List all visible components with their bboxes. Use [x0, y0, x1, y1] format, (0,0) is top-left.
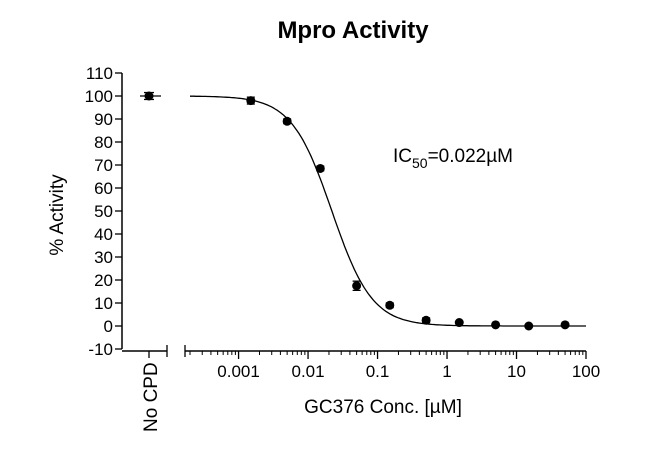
x-tick-label: 1 [442, 362, 451, 381]
y-tick-label: 70 [94, 156, 113, 175]
data-point [315, 163, 325, 173]
data-point [282, 116, 292, 126]
data-point [246, 96, 256, 106]
data-point [421, 315, 431, 325]
y-tick-label: 20 [94, 271, 113, 290]
y-tick-label: 10 [94, 294, 113, 313]
x-tick-label: 0.1 [366, 362, 390, 381]
data-point [560, 320, 570, 330]
x-axis-label: GC376 Conc. [µM] [304, 397, 462, 418]
ic50-prefix: IC [393, 146, 412, 167]
y-tick-label: 100 [85, 87, 113, 106]
y-axis-label: % Activity [47, 174, 68, 256]
data-point [524, 321, 534, 331]
x-tick-label: 0.01 [292, 362, 325, 381]
x-tick-label: 10 [507, 362, 526, 381]
y-tick-label: 110 [86, 64, 113, 83]
y-tick-label: 40 [94, 225, 113, 244]
data-point [352, 281, 362, 291]
y-tick-label: 50 [94, 202, 113, 221]
data-point [454, 318, 464, 328]
x-tick-label: 100 [572, 362, 600, 381]
ic50-subscript: 50 [412, 155, 428, 171]
y-tick-label: 60 [94, 179, 113, 198]
ic50-value: =0.022µM [428, 146, 513, 167]
fit-curve [190, 95, 586, 327]
y-tick-label: 30 [94, 248, 113, 267]
x-tick-label: 0.001 [217, 362, 260, 381]
data-point [385, 300, 395, 310]
y-tick-label: 80 [94, 133, 113, 152]
y-tick-label: -10 [88, 340, 113, 359]
chart-title: Mpro Activity [277, 17, 429, 44]
y-tick-label: 90 [94, 110, 113, 129]
control-label: No CPD [141, 362, 162, 432]
data-marks [140, 91, 586, 331]
data-point [491, 320, 501, 330]
y-tick-label: 0 [104, 317, 113, 336]
control-point [144, 91, 154, 101]
ic50-annotation: IC50=0.022µM [393, 146, 513, 171]
